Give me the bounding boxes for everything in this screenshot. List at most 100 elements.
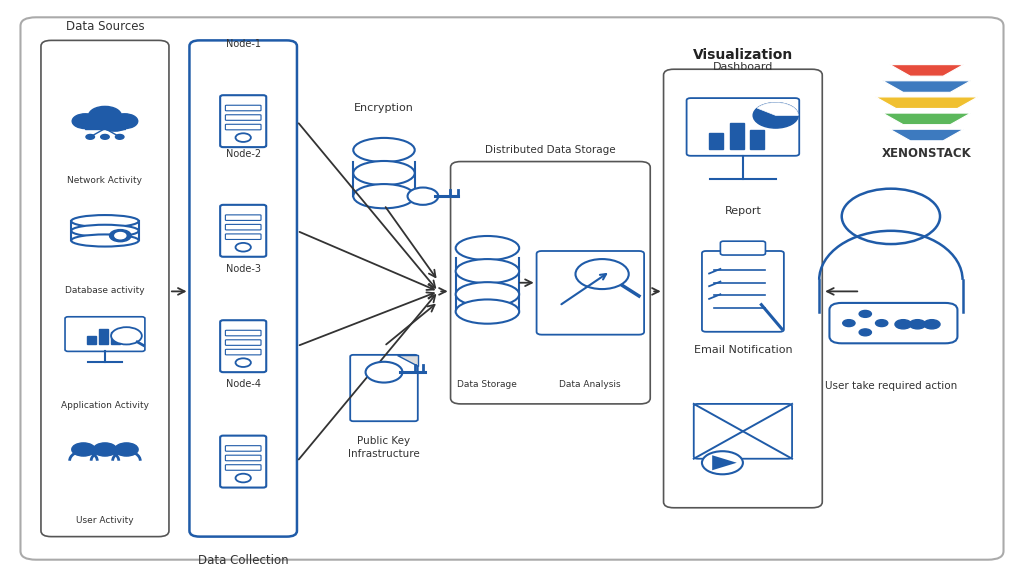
FancyBboxPatch shape (350, 355, 418, 421)
Text: Data Storage: Data Storage (458, 380, 517, 389)
Circle shape (115, 443, 138, 456)
FancyBboxPatch shape (702, 251, 784, 332)
Bar (729, 123, 743, 149)
Circle shape (115, 233, 126, 239)
FancyBboxPatch shape (225, 349, 261, 355)
Circle shape (86, 134, 94, 139)
FancyBboxPatch shape (225, 330, 261, 336)
Polygon shape (883, 113, 971, 125)
Text: Network Activity: Network Activity (68, 176, 142, 185)
Bar (85, 120, 125, 129)
Circle shape (842, 189, 940, 244)
Circle shape (876, 320, 888, 327)
Wedge shape (757, 103, 799, 115)
Circle shape (100, 134, 110, 139)
FancyBboxPatch shape (225, 455, 261, 460)
FancyBboxPatch shape (829, 303, 957, 343)
FancyBboxPatch shape (694, 404, 793, 459)
Circle shape (100, 115, 129, 131)
Text: User take required action: User take required action (824, 381, 957, 391)
FancyBboxPatch shape (220, 436, 266, 488)
Text: Data Collection: Data Collection (198, 554, 289, 567)
Circle shape (236, 474, 251, 482)
Polygon shape (890, 65, 964, 76)
Ellipse shape (72, 234, 139, 246)
Circle shape (236, 133, 251, 142)
Ellipse shape (353, 138, 415, 162)
Text: Visualization: Visualization (693, 48, 793, 62)
FancyBboxPatch shape (225, 445, 261, 451)
Text: Encryption: Encryption (354, 103, 414, 113)
Bar (98, 329, 109, 344)
Text: Node-1: Node-1 (225, 39, 261, 49)
FancyBboxPatch shape (537, 251, 644, 335)
Ellipse shape (353, 184, 415, 208)
FancyBboxPatch shape (225, 224, 261, 230)
FancyBboxPatch shape (220, 320, 266, 372)
Ellipse shape (72, 225, 139, 237)
Text: Node-4: Node-4 (225, 380, 261, 389)
Polygon shape (876, 97, 978, 108)
Circle shape (408, 188, 438, 205)
Text: Distributed Data Storage: Distributed Data Storage (485, 145, 615, 155)
Polygon shape (883, 81, 971, 92)
Bar (112, 332, 121, 344)
Bar (709, 133, 723, 149)
Polygon shape (713, 455, 737, 470)
Circle shape (116, 134, 124, 139)
Text: Email Notification: Email Notification (693, 345, 793, 355)
Text: Data Sources: Data Sources (66, 20, 144, 33)
Circle shape (366, 362, 402, 383)
Ellipse shape (456, 236, 519, 260)
FancyBboxPatch shape (225, 215, 261, 220)
Circle shape (236, 243, 251, 252)
Text: Database activity: Database activity (66, 286, 144, 295)
Circle shape (72, 114, 98, 129)
Circle shape (236, 358, 251, 367)
Circle shape (702, 451, 743, 474)
FancyBboxPatch shape (225, 234, 261, 239)
Text: Report: Report (724, 207, 762, 216)
Text: Data Analysis: Data Analysis (559, 380, 621, 389)
Circle shape (859, 310, 871, 317)
FancyBboxPatch shape (225, 464, 261, 470)
Text: User Activity: User Activity (76, 516, 134, 526)
Bar (750, 130, 764, 149)
FancyBboxPatch shape (66, 317, 145, 351)
FancyBboxPatch shape (225, 105, 261, 111)
Ellipse shape (72, 215, 139, 227)
Circle shape (843, 320, 855, 327)
FancyBboxPatch shape (225, 124, 261, 130)
Text: XENONSTACK: XENONSTACK (882, 147, 972, 160)
Text: Node-2: Node-2 (225, 149, 261, 159)
FancyBboxPatch shape (220, 95, 266, 147)
Circle shape (93, 443, 117, 456)
FancyBboxPatch shape (225, 340, 261, 345)
FancyBboxPatch shape (220, 205, 266, 257)
FancyBboxPatch shape (225, 115, 261, 121)
Circle shape (895, 320, 911, 329)
Ellipse shape (456, 282, 519, 306)
Polygon shape (397, 355, 418, 366)
Bar (86, 336, 96, 344)
Ellipse shape (456, 259, 519, 283)
Circle shape (110, 230, 131, 242)
Circle shape (859, 329, 871, 336)
Circle shape (909, 320, 926, 329)
Ellipse shape (456, 299, 519, 324)
Text: Dashboard: Dashboard (713, 62, 773, 72)
Text: Node-3: Node-3 (225, 264, 261, 274)
Circle shape (575, 259, 629, 289)
Circle shape (111, 327, 141, 344)
Circle shape (112, 114, 137, 129)
Circle shape (754, 103, 799, 128)
FancyBboxPatch shape (721, 241, 766, 255)
Circle shape (924, 320, 940, 329)
Text: Application Activity: Application Activity (61, 401, 148, 410)
Text: Public Key
Infrastructure: Public Key Infrastructure (348, 436, 420, 459)
FancyBboxPatch shape (686, 98, 799, 156)
Circle shape (89, 106, 122, 125)
Circle shape (72, 443, 95, 456)
Polygon shape (890, 129, 964, 141)
Ellipse shape (353, 161, 415, 185)
